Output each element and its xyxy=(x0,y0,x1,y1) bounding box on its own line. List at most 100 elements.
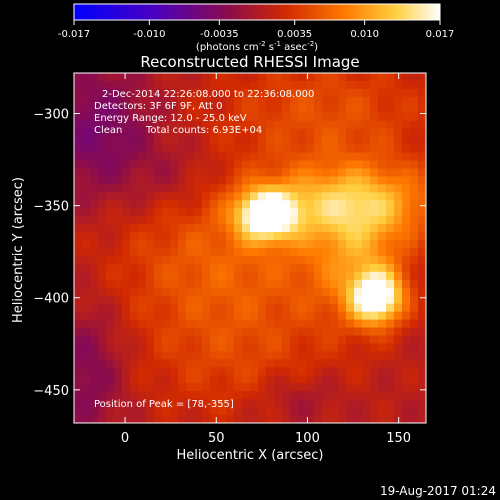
heatmap-cell xyxy=(386,176,395,185)
heatmap-cell xyxy=(266,271,275,281)
heatmap-cell xyxy=(354,407,363,416)
heatmap-cell xyxy=(154,407,163,416)
heatmap-cell xyxy=(226,160,235,170)
heatmap-cell xyxy=(282,343,291,352)
heatmap-cell xyxy=(194,104,203,114)
heatmap-cell xyxy=(258,136,267,146)
heatmap-cell xyxy=(346,168,355,177)
heatmap-cell xyxy=(322,88,331,98)
heatmap-cell xyxy=(106,343,115,352)
heatmap-cell xyxy=(402,375,411,384)
heatmap-cell xyxy=(170,391,179,400)
heatmap-cell xyxy=(346,319,355,329)
heatmap-cell xyxy=(234,184,243,193)
heatmap-cell xyxy=(82,200,91,209)
heatmap-cell xyxy=(154,240,163,249)
heatmap-cell xyxy=(218,80,227,90)
heatmap-cell xyxy=(186,415,195,423)
heatmap-cell xyxy=(354,120,363,130)
heatmap-cell xyxy=(178,176,187,185)
heatmap-cell xyxy=(234,200,243,209)
heatmap-cell xyxy=(90,216,99,225)
heatmap-cell xyxy=(290,248,299,257)
heatmap-cell xyxy=(98,232,107,241)
heatmap-cell xyxy=(250,383,259,392)
heatmap-cell xyxy=(370,88,379,98)
heatmap-cell xyxy=(418,319,426,329)
heatmap-cell xyxy=(130,407,139,416)
heatmap-cell xyxy=(386,303,395,313)
heatmap-cell xyxy=(322,192,331,201)
heatmap-cell xyxy=(234,255,243,265)
heatmap-cell xyxy=(410,96,419,106)
heatmap-cell xyxy=(130,399,139,408)
heatmap-cell xyxy=(394,152,403,162)
heatmap-cell xyxy=(82,279,91,289)
heatmap-cell xyxy=(106,311,115,321)
heatmap-cell xyxy=(90,351,99,360)
heatmap-cell xyxy=(98,216,107,225)
heatmap-cell xyxy=(250,311,259,321)
heatmap-cell xyxy=(114,73,123,82)
heatmap-cell xyxy=(74,359,83,368)
heatmap-cell xyxy=(330,216,339,225)
heatmap-cell xyxy=(418,96,426,106)
heatmap-cell xyxy=(162,240,171,249)
heatmap-cell xyxy=(258,160,267,170)
heatmap-cell xyxy=(82,319,91,329)
heatmap-cell xyxy=(250,319,259,329)
heatmap-cell xyxy=(210,200,219,209)
heatmap-cell xyxy=(282,208,291,217)
heatmap-cell xyxy=(242,335,251,345)
heatmap-cell xyxy=(282,224,291,233)
heatmap-cell xyxy=(122,248,131,257)
heatmap-cell xyxy=(242,359,251,368)
heatmap-cell xyxy=(370,208,379,217)
y-tick-label: −350 xyxy=(33,200,69,215)
heatmap-cell xyxy=(330,176,339,185)
heatmap-cell xyxy=(402,96,411,106)
heatmap-cell xyxy=(98,255,107,265)
heatmap-cell xyxy=(346,96,355,106)
heatmap-cell xyxy=(306,271,315,281)
heatmap-cell xyxy=(90,271,99,281)
heatmap-cell xyxy=(410,311,419,321)
heatmap-cell xyxy=(282,375,291,384)
heatmap-cell xyxy=(394,391,403,400)
heatmap-cell xyxy=(402,415,411,423)
heatmap-cell xyxy=(210,176,219,185)
heatmap-cell xyxy=(290,263,299,273)
heatmap-cell xyxy=(402,128,411,138)
heatmap-cell xyxy=(218,287,227,297)
heatmap-cell xyxy=(226,391,235,400)
heatmap-cell xyxy=(226,112,235,122)
heatmap-cell xyxy=(242,383,251,392)
heatmap-cell xyxy=(266,375,275,384)
heatmap-cell xyxy=(362,80,371,90)
heatmap-cell xyxy=(274,279,283,289)
heatmap-cell xyxy=(154,184,163,193)
heatmap-cell xyxy=(138,287,147,297)
heatmap-cell xyxy=(178,104,187,114)
heatmap-cell xyxy=(138,80,147,90)
heatmap-cell xyxy=(250,367,259,376)
heatmap-cell xyxy=(378,407,387,416)
heatmap-cell xyxy=(178,160,187,170)
heatmap-cell xyxy=(418,168,426,177)
heatmap-cell xyxy=(234,391,243,400)
heatmap-cell xyxy=(130,375,139,384)
heatmap-cell xyxy=(122,399,131,408)
heatmap-cell xyxy=(106,128,115,138)
heatmap-cell xyxy=(178,295,187,305)
heatmap-cell xyxy=(186,240,195,249)
heatmap-cell xyxy=(362,88,371,98)
heatmap-cell xyxy=(82,248,91,257)
heatmap-cell xyxy=(242,399,251,408)
heatmap-cell xyxy=(218,112,227,122)
heatmap-cell xyxy=(218,391,227,400)
heatmap-cell xyxy=(226,271,235,281)
heatmap-cell xyxy=(106,104,115,114)
heatmap-cell xyxy=(226,224,235,233)
heatmap-cell xyxy=(170,311,179,321)
heatmap-cell xyxy=(130,295,139,305)
